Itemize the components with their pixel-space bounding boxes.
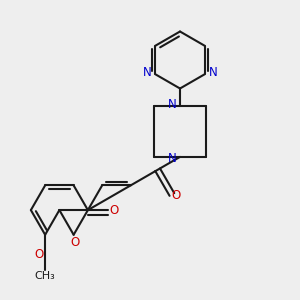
- Text: N: N: [168, 98, 177, 111]
- Text: N: N: [142, 66, 151, 79]
- Text: N: N: [168, 152, 177, 165]
- Text: O: O: [34, 248, 43, 261]
- Text: O: O: [172, 189, 181, 202]
- Text: O: O: [70, 236, 80, 249]
- Text: CH₃: CH₃: [35, 271, 56, 281]
- Text: N: N: [209, 66, 218, 79]
- Text: O: O: [110, 204, 119, 217]
